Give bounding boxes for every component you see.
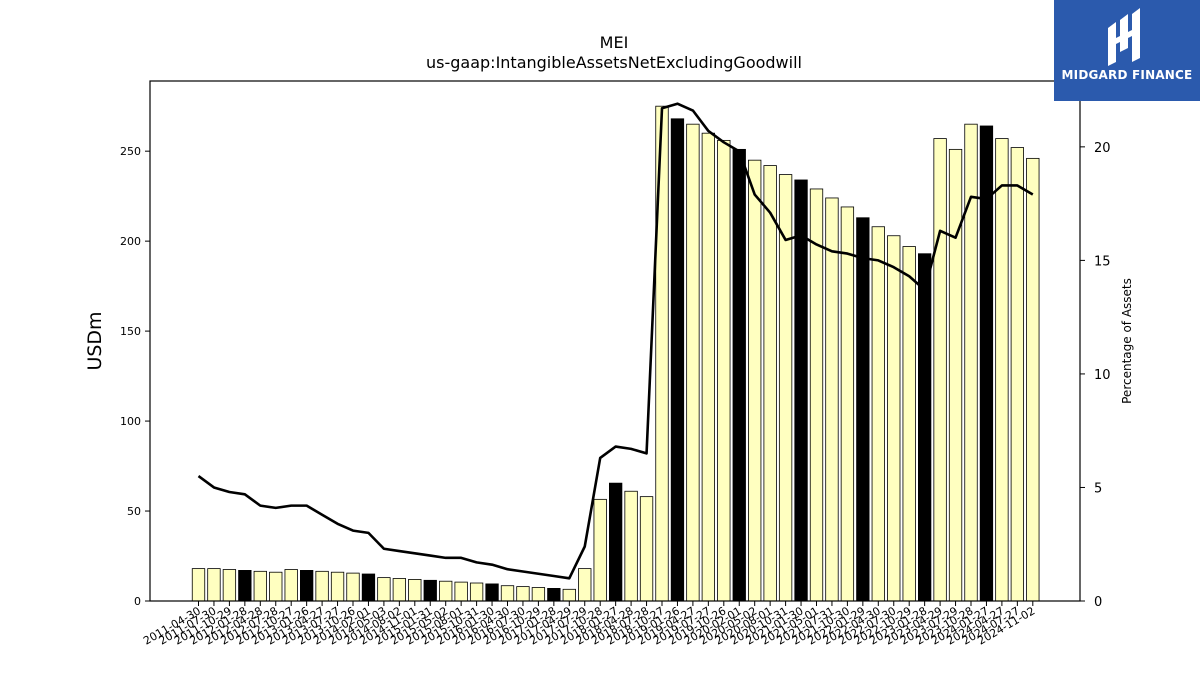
bar [902, 246, 916, 602]
bar [639, 496, 654, 602]
chart-subtitle: us-gaap:IntangibleAssetsNetExcludingGood… [426, 53, 802, 72]
bar [516, 586, 530, 602]
bar [717, 139, 731, 602]
y2-tick-label: 15 [1094, 254, 1111, 269]
bar [1010, 147, 1024, 602]
bar [794, 179, 808, 602]
y2-axis-label: Percentage of Assets [1120, 278, 1134, 404]
bar [1026, 157, 1040, 602]
bar [887, 235, 901, 602]
percentage-line [197, 102, 1034, 580]
bar [439, 580, 453, 602]
bar [701, 132, 715, 602]
bar [763, 165, 777, 602]
bar [238, 570, 252, 602]
midgard-mark-icon [1108, 8, 1140, 66]
bar [609, 482, 623, 602]
bar [670, 118, 685, 602]
y2-tick-label: 10 [1094, 368, 1111, 383]
y-tick-label: 250 [120, 145, 141, 158]
bar [408, 579, 422, 602]
bar [732, 148, 746, 602]
bar [392, 578, 407, 602]
brand-logo: MIDGARD FINANCE [1054, 0, 1200, 101]
bar [578, 568, 592, 602]
bar [547, 588, 561, 602]
y-axis-label: USDm [84, 311, 106, 370]
y-tick-label: 200 [120, 235, 141, 248]
axes: 050100150200250051015202011-04-302011-07… [120, 80, 1111, 648]
bar [531, 587, 546, 602]
y-tick-label: 0 [134, 595, 141, 608]
bar [871, 226, 885, 602]
bar [469, 582, 484, 602]
bar [748, 159, 762, 602]
bar [191, 568, 206, 602]
bar [377, 577, 391, 602]
bar [361, 573, 376, 602]
chart-title: MEI [600, 33, 629, 52]
bar [686, 123, 700, 602]
bar [269, 571, 283, 602]
y-tick-label: 150 [120, 325, 141, 338]
bar [299, 570, 314, 602]
bar [253, 570, 267, 602]
bar [500, 585, 515, 602]
bar [284, 569, 298, 602]
line-series [197, 102, 1034, 580]
bar [207, 568, 221, 602]
bar [825, 197, 839, 602]
bar [485, 583, 499, 602]
bar [809, 188, 824, 602]
bar [315, 570, 329, 602]
bar [840, 206, 855, 602]
bar [346, 572, 360, 602]
y-tick-label: 50 [127, 505, 141, 518]
bar [562, 588, 576, 602]
bar [995, 138, 1009, 602]
y2-tick-label: 5 [1094, 481, 1102, 496]
bar [454, 581, 468, 602]
bar [918, 253, 932, 602]
brand-name: MIDGARD FINANCE [1061, 68, 1193, 82]
bar [330, 571, 345, 602]
bar [423, 579, 437, 602]
bar [222, 569, 237, 602]
bar [856, 217, 870, 602]
plot-frame [149, 80, 1081, 602]
bar [624, 490, 638, 602]
bar-series [191, 105, 1040, 602]
bar [593, 498, 607, 602]
y2-tick-label: 0 [1094, 595, 1102, 610]
y2-tick-label: 20 [1094, 141, 1111, 156]
y-tick-label: 100 [120, 415, 141, 428]
bar [933, 138, 947, 602]
bar [948, 148, 963, 602]
